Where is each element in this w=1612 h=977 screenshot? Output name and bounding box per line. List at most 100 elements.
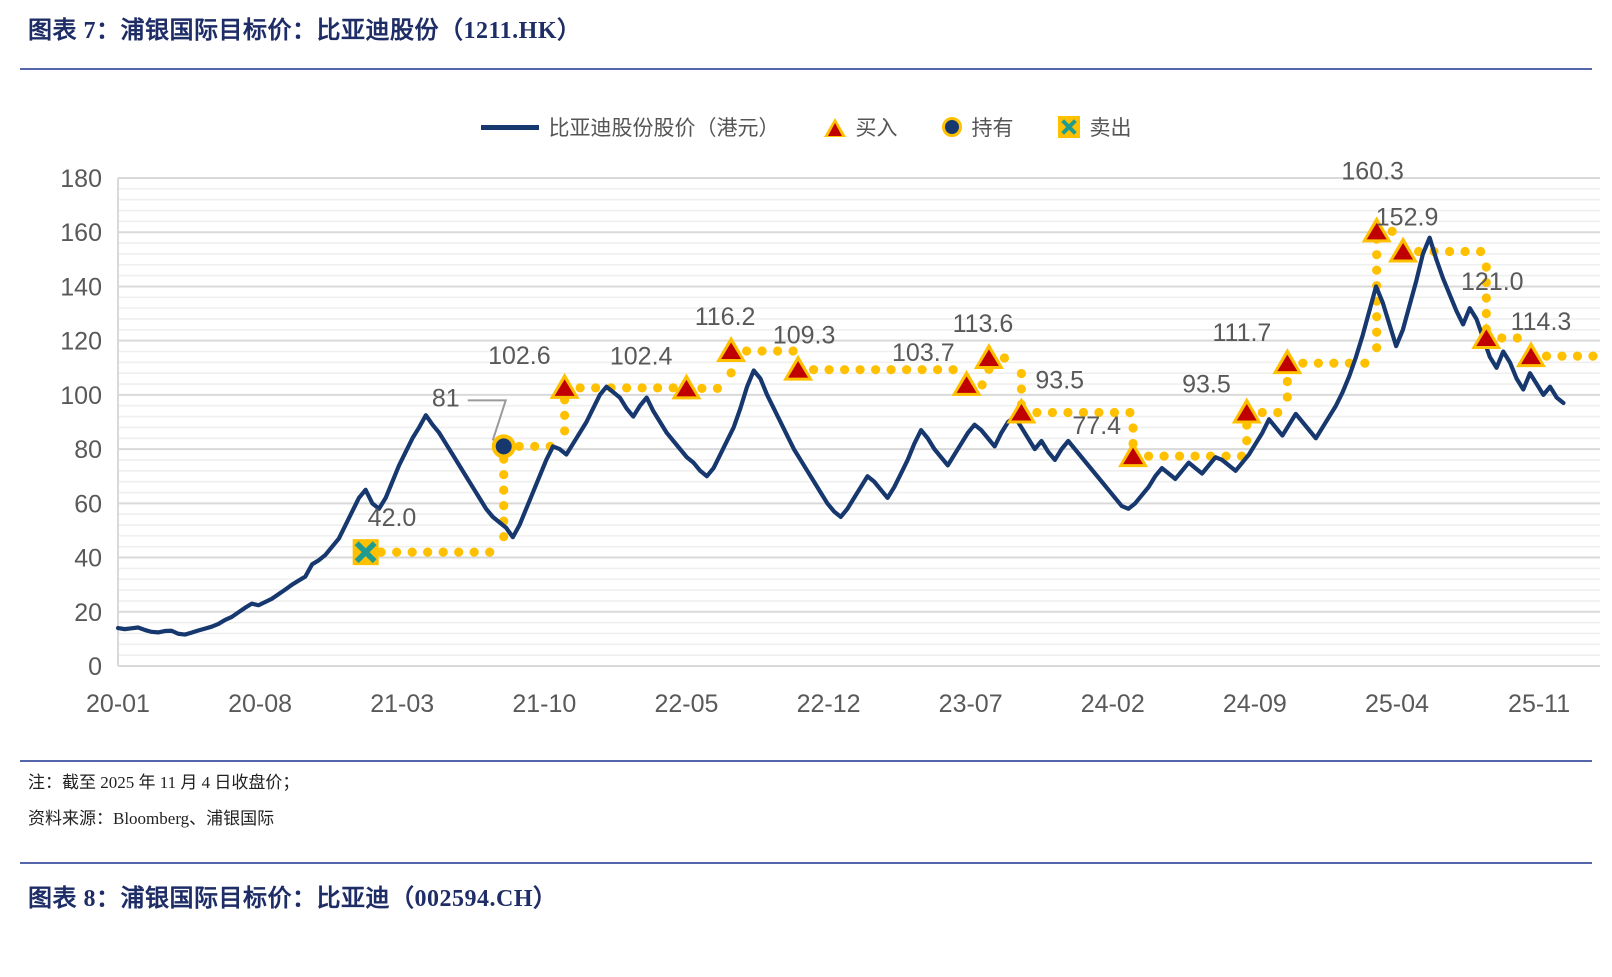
rating-marker-buy[interactable] [973, 343, 1004, 370]
target-dot [668, 383, 678, 393]
rating-marker-buy[interactable] [1272, 348, 1303, 375]
target-dot [499, 501, 509, 511]
chart-canvas: 0 20 40 60 80 100 120 140 160 180 20-01 20-08 21-03 2… [60, 157, 1600, 718]
rating-value-label: 121.0 [1461, 268, 1524, 296]
rating-marker-hold[interactable] [491, 434, 516, 459]
rating-value-label: 109.3 [773, 322, 836, 350]
label-leader-line [467, 399, 508, 441]
rating-marker-buy[interactable] [1388, 236, 1419, 263]
target-dot [1481, 262, 1491, 272]
target-dot [1063, 407, 1073, 418]
y-axis-tick-label: 180 [60, 165, 102, 193]
triangle-up-inner [788, 361, 809, 378]
target-dot [1282, 376, 1292, 387]
plot-background [118, 178, 1600, 666]
target-dot [948, 365, 958, 375]
triangle-up-inner [676, 379, 697, 397]
target-dot [1242, 436, 1252, 446]
y-axis-tick-label: 120 [60, 328, 102, 356]
x-axis-tick-label: 20-01 [86, 690, 150, 718]
target-dot [1372, 250, 1382, 260]
legend-label-hold: 持有 [971, 116, 1014, 140]
y-axis-tick-label: 60 [74, 490, 102, 518]
target-dot [757, 346, 767, 356]
price-target-chart: 0 20 40 60 80 100 120 140 160 180 20-01 20-08 21-03 2… [0, 150, 1612, 750]
target-dot [1329, 358, 1339, 368]
target-dot [1016, 368, 1027, 379]
target-dot [999, 353, 1010, 363]
x-axis-tick-label: 25-04 [1365, 690, 1429, 718]
triangle-up-inner [721, 342, 742, 359]
target-dot [454, 547, 464, 557]
target-dot [1273, 407, 1283, 418]
target-dot [1541, 351, 1552, 361]
target-dot [499, 485, 509, 495]
target-dot [1481, 308, 1491, 319]
legend-label-buy: 买入 [855, 116, 898, 140]
rating-marker-buy[interactable] [1361, 216, 1392, 243]
legend-item-hold: 持有 [941, 112, 1014, 142]
rating-value-label: 102.6 [488, 342, 551, 370]
triangle-up-inner [1277, 354, 1298, 372]
target-dot [1032, 407, 1042, 418]
target-dot [530, 441, 540, 451]
target-dot [1372, 312, 1382, 322]
triangle-up-inner [1393, 242, 1414, 260]
rating-marker-buy[interactable] [671, 373, 702, 400]
x-cross-icon [354, 541, 377, 564]
rating-marker-buy[interactable] [1231, 397, 1262, 424]
rating-marker-buy[interactable] [783, 354, 814, 381]
target-dot [1372, 343, 1382, 353]
rating-marker-buy[interactable] [1515, 341, 1546, 368]
rating-marker-sell[interactable] [352, 539, 379, 566]
rating-marker-buy[interactable] [951, 369, 982, 396]
target-dot [932, 365, 943, 375]
circle-icon [491, 434, 516, 459]
legend-label-sell: 卖出 [1089, 116, 1132, 140]
triangle-up-inner [956, 376, 977, 393]
target-dot [901, 365, 912, 375]
rating-marker-buy[interactable] [1006, 397, 1037, 424]
target-dot [1387, 226, 1397, 237]
x-axis-tick-label: 20-08 [228, 690, 292, 718]
target-dot [824, 365, 834, 375]
target-dot [560, 410, 570, 420]
target-dot [1372, 327, 1382, 337]
triangle-up-inner [1366, 222, 1387, 240]
title-divider-bottom [20, 862, 1592, 864]
rating-value-label: 113.6 [953, 310, 1014, 338]
rating-value-label: 93.5 [1182, 371, 1231, 399]
target-dot [469, 547, 479, 557]
target-dot [1174, 451, 1185, 461]
target-dot [886, 365, 896, 375]
x-cross-icon [1057, 116, 1080, 138]
target-dot [485, 547, 495, 557]
figure-8-title: 图表 8：浦银国际目标价：比亚迪（002594.CH） [28, 886, 558, 912]
target-dot [1257, 407, 1267, 418]
target-dot [1512, 333, 1522, 343]
y-axis-tick-label: 0 [88, 653, 102, 681]
rating-value-label: 81 [432, 384, 460, 412]
rating-value-label: 103.7 [892, 339, 955, 367]
rating-value-label: 114.3 [1511, 308, 1572, 336]
target-dot [575, 383, 585, 393]
target-dot [1313, 358, 1323, 368]
target-dot [1557, 351, 1567, 361]
target-dot [1282, 392, 1292, 402]
x-axis-tick-label: 24-02 [1081, 690, 1145, 718]
chart-note: 注：截至 2025 年 11 月 4 日收盘价； [28, 773, 300, 792]
rating-marker-buy[interactable] [716, 335, 747, 362]
rating-marker-buy[interactable] [1118, 441, 1149, 468]
triangle-up-inner [978, 349, 999, 367]
triangle-up-inner [1011, 404, 1032, 421]
rating-marker-buy[interactable] [1471, 322, 1502, 349]
rating-marker-buy[interactable] [549, 372, 580, 399]
target-dot [697, 383, 707, 393]
x-axis-tick-label: 23-07 [939, 690, 1003, 718]
target-dot [977, 380, 987, 390]
circle-icon [941, 117, 962, 137]
target-dot [1128, 423, 1138, 433]
target-dot [407, 547, 417, 557]
target-dot [1481, 277, 1491, 288]
title-divider-top [20, 68, 1592, 70]
